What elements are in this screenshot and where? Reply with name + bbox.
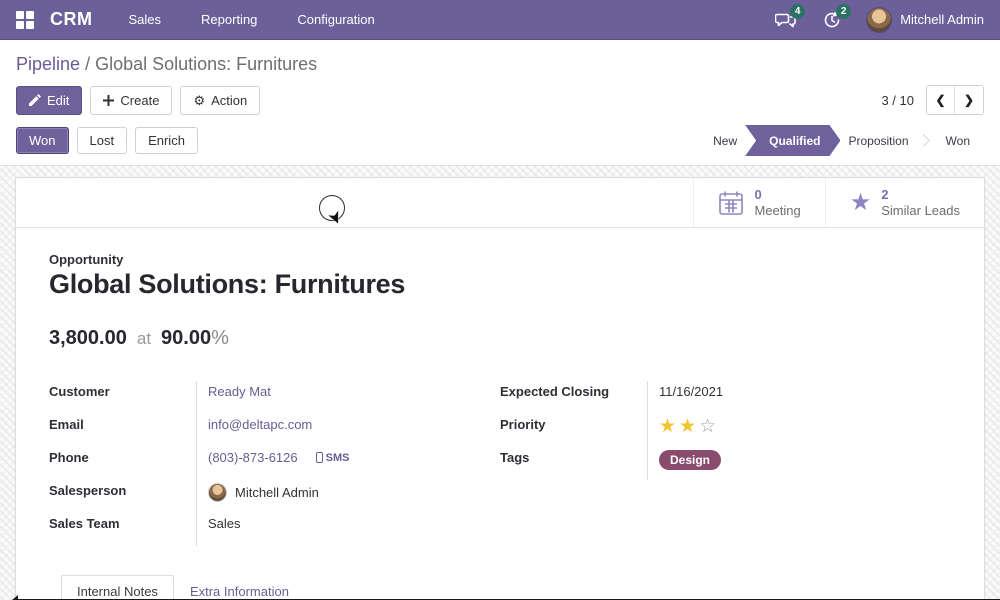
nav-menu-configuration[interactable]: Configuration (297, 12, 375, 27)
mobile-phone-icon (315, 452, 323, 463)
breadcrumb-separator: / (85, 54, 96, 74)
opportunity-type-label: Opportunity (49, 252, 124, 267)
messages-button[interactable]: 4 (774, 3, 806, 32)
similar-leads-count: 2 (881, 186, 889, 202)
field-column-right: Expected Closing 11/16/2021 Priority ★★☆… (500, 381, 951, 546)
calendar-icon (719, 191, 744, 215)
activities-button[interactable]: 2 (820, 3, 852, 32)
expected-closing-value[interactable]: 11/16/2021 (659, 384, 724, 399)
breadcrumb-pipeline-link[interactable]: Pipeline (16, 54, 81, 74)
plus-icon (103, 94, 115, 106)
email-value[interactable]: info@deltapc.com (208, 417, 313, 432)
sales-team-value[interactable]: Sales (208, 516, 241, 531)
customer-value[interactable]: Ready Mat (208, 384, 271, 399)
lost-button[interactable]: Lost (76, 127, 128, 154)
nav-menu-reporting[interactable]: Reporting (201, 12, 258, 27)
salesperson-avatar (208, 483, 227, 502)
percent-sign: % (211, 327, 229, 349)
phone-value[interactable]: (803)-873-6126 (208, 450, 298, 465)
pager-next-button[interactable]: ❯ (955, 86, 983, 114)
mouse-cursor: ➤ (319, 195, 347, 228)
salesperson-row: Salesperson Mitchell Admin (49, 480, 500, 513)
pencil-icon (29, 94, 41, 106)
tab-internal-notes[interactable]: Internal Notes (61, 575, 174, 600)
star-icon: ★ (849, 188, 872, 216)
top-navbar: CRM Sales Reporting Configuration 4 2 Mi… (0, 0, 1000, 40)
pager-count: 3 / 10 (881, 92, 914, 108)
enrich-button[interactable]: Enrich (135, 127, 198, 154)
expected-closing-label: Expected Closing (500, 381, 648, 414)
app-name[interactable]: CRM (50, 9, 93, 29)
phone-row: Phone (803)-873-6126 SMS (49, 447, 500, 480)
meeting-stat-button[interactable]: 0 Meeting (693, 178, 824, 227)
opportunity-title[interactable]: Global Solutions: Furnitures (49, 269, 406, 299)
pager: 3 / 10 ❮ ❯ (881, 85, 984, 115)
breadcrumb-current: Global Solutions: Furnitures (95, 54, 318, 74)
won-button[interactable]: Won (16, 127, 69, 154)
stage-proposition[interactable]: Proposition (834, 125, 923, 156)
meeting-count: 0 (754, 186, 762, 202)
stat-button-box: 0 Meeting ★ 2 Similar Leads (16, 178, 984, 228)
pager-prev-button[interactable]: ❮ (927, 86, 955, 114)
tags-label: Tags (500, 447, 648, 480)
at-label: at (136, 329, 152, 348)
expected-revenue[interactable]: 3,800.00 at 90.00% (49, 327, 951, 350)
tags-row: Tags Design (500, 447, 951, 480)
salesperson-value[interactable]: Mitchell Admin (235, 485, 319, 500)
create-button[interactable]: Create (90, 85, 173, 115)
phone-label: Phone (49, 447, 197, 480)
field-group: Customer Ready Mat Email info@deltapc.co… (49, 381, 951, 546)
opportunity-sheet: 0 Meeting ★ 2 Similar Leads ➤ Opportunit… (15, 177, 985, 600)
nav-menu-sales[interactable]: Sales (128, 12, 162, 27)
stage-statusbar: New Qualified Proposition Won (699, 125, 984, 156)
field-column-left: Customer Ready Mat Email info@deltapc.co… (49, 381, 500, 546)
meeting-label: Meeting (754, 202, 801, 218)
control-panel-buttons: Edit Create ⚙ Action 3 / 10 ❮ ❯ (0, 81, 1000, 125)
probability-value: 90.00 (161, 327, 212, 349)
breadcrumb: Pipeline / Global Solutions: Furnitures (0, 40, 1000, 81)
expected-closing-row: Expected Closing 11/16/2021 (500, 381, 951, 414)
recording-ring-icon (319, 195, 345, 221)
similar-leads-stat-button[interactable]: ★ 2 Similar Leads (824, 178, 984, 227)
stage-new[interactable]: New (699, 125, 752, 156)
priority-row: Priority ★★☆ (500, 414, 951, 447)
email-row: Email info@deltapc.com (49, 414, 500, 447)
email-label: Email (49, 414, 197, 447)
form-view-background: 0 Meeting ★ 2 Similar Leads ➤ Opportunit… (0, 166, 1000, 600)
edit-button[interactable]: Edit (16, 85, 83, 115)
user-avatar (866, 6, 893, 33)
stage-qualified[interactable]: Qualified (745, 125, 840, 156)
priority-label: Priority (500, 414, 648, 447)
similar-leads-label: Similar Leads (881, 202, 960, 218)
amount-value: 3,800.00 (49, 327, 127, 349)
salesperson-label: Salesperson (49, 480, 197, 513)
sales-team-row: Sales Team Sales (49, 513, 500, 546)
customer-row: Customer Ready Mat (49, 381, 500, 414)
sms-button[interactable]: SMS (315, 452, 349, 464)
priority-stars[interactable]: ★★☆ (659, 416, 720, 437)
messages-badge: 4 (790, 3, 806, 19)
notebook-tabs: Internal Notes Extra Information (49, 575, 951, 600)
gear-icon: ⚙ (193, 92, 206, 108)
sales-team-label: Sales Team (49, 513, 197, 546)
apps-menu-icon[interactable] (16, 10, 34, 29)
stage-won[interactable]: Won (931, 125, 984, 156)
customer-label: Customer (49, 381, 197, 414)
user-menu[interactable]: Mitchell Admin (866, 6, 984, 33)
activities-badge: 2 (836, 3, 852, 19)
tab-extra-information[interactable]: Extra Information (189, 584, 289, 599)
status-row: Won Lost Enrich New Qualified Propositio… (0, 125, 1000, 166)
action-button[interactable]: ⚙ Action (180, 85, 261, 115)
user-name: Mitchell Admin (900, 12, 984, 27)
tag-design[interactable]: Design (659, 450, 722, 470)
